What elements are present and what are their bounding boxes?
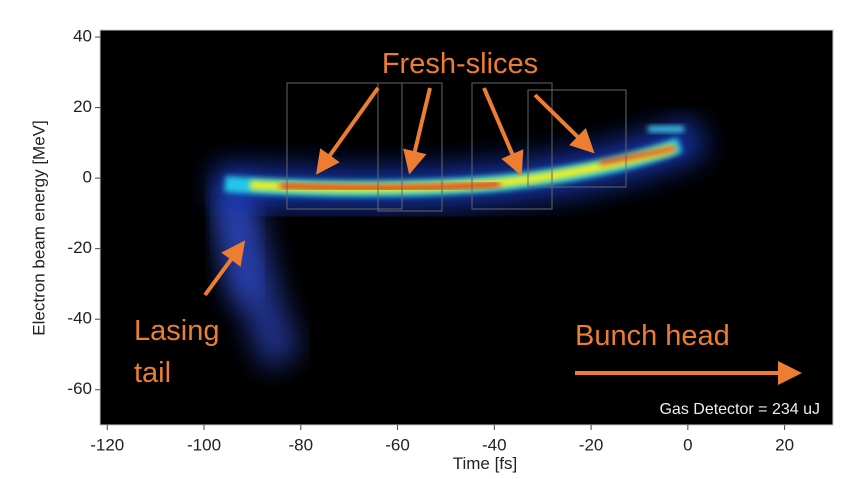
- x-tick-label: -20: [579, 435, 604, 454]
- x-tick-label: -60: [385, 435, 410, 454]
- annotation: Lasing: [134, 315, 219, 347]
- plot-area: [99, 29, 834, 426]
- slice-boxes: [286, 82, 627, 212]
- y-tick-label: 20: [73, 97, 92, 116]
- x-tick-label: 20: [775, 435, 794, 454]
- annotation: Bunch head: [575, 320, 730, 352]
- annotation: Fresh-slices: [382, 48, 538, 80]
- y-tick-label: 0: [83, 168, 92, 187]
- x-tick-label: -120: [90, 435, 124, 454]
- x-tick-label: -40: [482, 435, 507, 454]
- x-tick-label: 0: [683, 435, 692, 454]
- y-axis-label: Electron beam energy [MeV]: [29, 120, 48, 335]
- y-tick-label: -60: [67, 379, 92, 398]
- y-tick-label: -40: [67, 309, 92, 328]
- annotation: tail: [134, 357, 171, 389]
- y-tick-label: 40: [73, 27, 92, 46]
- x-tick-label: -80: [288, 435, 313, 454]
- annotation: Gas Detector = 234 uJ: [659, 401, 820, 418]
- beam-image: [210, 116, 708, 371]
- x-tick-label: -100: [187, 435, 221, 454]
- arrows: [203, 86, 802, 385]
- x-axis-label: Time [fs]: [453, 454, 518, 473]
- y-tick-label: -20: [67, 238, 92, 257]
